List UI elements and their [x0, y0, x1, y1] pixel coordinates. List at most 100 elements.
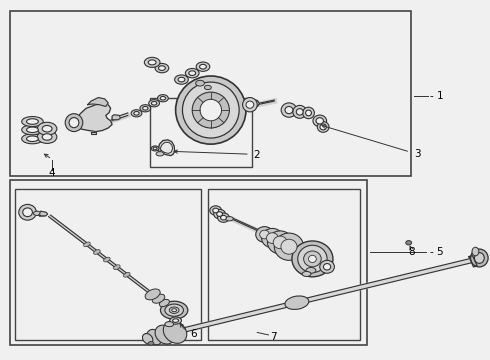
Ellipse shape	[145, 289, 160, 300]
Ellipse shape	[192, 92, 229, 128]
Ellipse shape	[148, 342, 154, 345]
Polygon shape	[154, 258, 472, 339]
Ellipse shape	[160, 96, 166, 100]
Ellipse shape	[69, 118, 79, 128]
Ellipse shape	[470, 249, 488, 267]
Ellipse shape	[42, 126, 52, 132]
Ellipse shape	[218, 213, 229, 222]
Ellipse shape	[296, 109, 303, 115]
Ellipse shape	[39, 213, 46, 217]
Ellipse shape	[306, 110, 312, 116]
Ellipse shape	[406, 240, 412, 245]
Ellipse shape	[155, 325, 174, 344]
Ellipse shape	[42, 134, 52, 140]
Ellipse shape	[19, 204, 36, 220]
Ellipse shape	[149, 100, 159, 107]
Text: 3: 3	[414, 149, 420, 159]
Ellipse shape	[292, 241, 333, 277]
Ellipse shape	[309, 255, 317, 262]
Ellipse shape	[304, 251, 321, 267]
Polygon shape	[158, 140, 174, 156]
Ellipse shape	[302, 271, 311, 276]
Ellipse shape	[143, 107, 148, 110]
Polygon shape	[74, 104, 112, 132]
Ellipse shape	[169, 307, 179, 314]
Ellipse shape	[268, 231, 293, 254]
Ellipse shape	[178, 77, 185, 82]
Polygon shape	[469, 256, 477, 267]
Ellipse shape	[147, 329, 162, 345]
Ellipse shape	[220, 215, 226, 220]
Ellipse shape	[145, 57, 160, 67]
Ellipse shape	[262, 228, 283, 248]
Ellipse shape	[474, 253, 484, 264]
Ellipse shape	[172, 319, 178, 322]
Ellipse shape	[246, 101, 254, 108]
Ellipse shape	[33, 211, 41, 216]
Ellipse shape	[199, 64, 206, 69]
Ellipse shape	[175, 76, 246, 144]
Bar	[15, 189, 201, 339]
Ellipse shape	[155, 63, 169, 73]
Bar	[150, 98, 252, 167]
Polygon shape	[160, 142, 172, 153]
Ellipse shape	[103, 257, 110, 262]
Ellipse shape	[281, 103, 297, 117]
Polygon shape	[245, 99, 260, 108]
Polygon shape	[112, 115, 121, 120]
Ellipse shape	[273, 236, 287, 249]
Ellipse shape	[267, 233, 278, 243]
Ellipse shape	[316, 118, 323, 124]
Polygon shape	[40, 211, 48, 216]
Ellipse shape	[204, 85, 211, 90]
Ellipse shape	[140, 105, 151, 112]
Ellipse shape	[260, 230, 270, 239]
Ellipse shape	[303, 107, 315, 119]
Ellipse shape	[37, 131, 57, 143]
Ellipse shape	[165, 304, 183, 316]
Ellipse shape	[182, 82, 239, 138]
Ellipse shape	[26, 127, 38, 132]
Ellipse shape	[159, 66, 165, 71]
Polygon shape	[49, 215, 175, 312]
Ellipse shape	[156, 152, 164, 156]
Text: - 1: - 1	[430, 91, 444, 101]
Ellipse shape	[210, 206, 221, 215]
Text: 2: 2	[253, 150, 260, 160]
Ellipse shape	[114, 265, 120, 270]
Ellipse shape	[160, 301, 188, 319]
Ellipse shape	[94, 249, 100, 255]
Ellipse shape	[22, 117, 43, 127]
Ellipse shape	[320, 260, 334, 273]
Ellipse shape	[158, 95, 168, 102]
Polygon shape	[88, 98, 108, 107]
Ellipse shape	[174, 75, 188, 84]
Ellipse shape	[22, 134, 43, 144]
Text: 4: 4	[49, 168, 55, 178]
Ellipse shape	[313, 115, 327, 127]
Ellipse shape	[214, 210, 225, 219]
Bar	[10, 12, 411, 176]
Ellipse shape	[134, 112, 139, 115]
Text: 6: 6	[191, 329, 197, 339]
Text: 8: 8	[408, 247, 415, 257]
Text: 7: 7	[270, 332, 277, 342]
Ellipse shape	[213, 208, 219, 213]
Ellipse shape	[159, 300, 170, 307]
Ellipse shape	[306, 267, 316, 273]
Polygon shape	[91, 132, 96, 134]
Ellipse shape	[472, 247, 479, 256]
Bar	[208, 189, 360, 339]
Ellipse shape	[189, 71, 196, 76]
Ellipse shape	[22, 125, 43, 135]
Ellipse shape	[123, 273, 130, 277]
Ellipse shape	[285, 296, 309, 310]
Ellipse shape	[151, 146, 159, 151]
Ellipse shape	[170, 317, 181, 324]
Ellipse shape	[274, 233, 304, 260]
Ellipse shape	[165, 321, 173, 327]
Ellipse shape	[26, 119, 38, 124]
Ellipse shape	[196, 80, 204, 86]
Ellipse shape	[225, 217, 233, 221]
Ellipse shape	[37, 122, 57, 135]
